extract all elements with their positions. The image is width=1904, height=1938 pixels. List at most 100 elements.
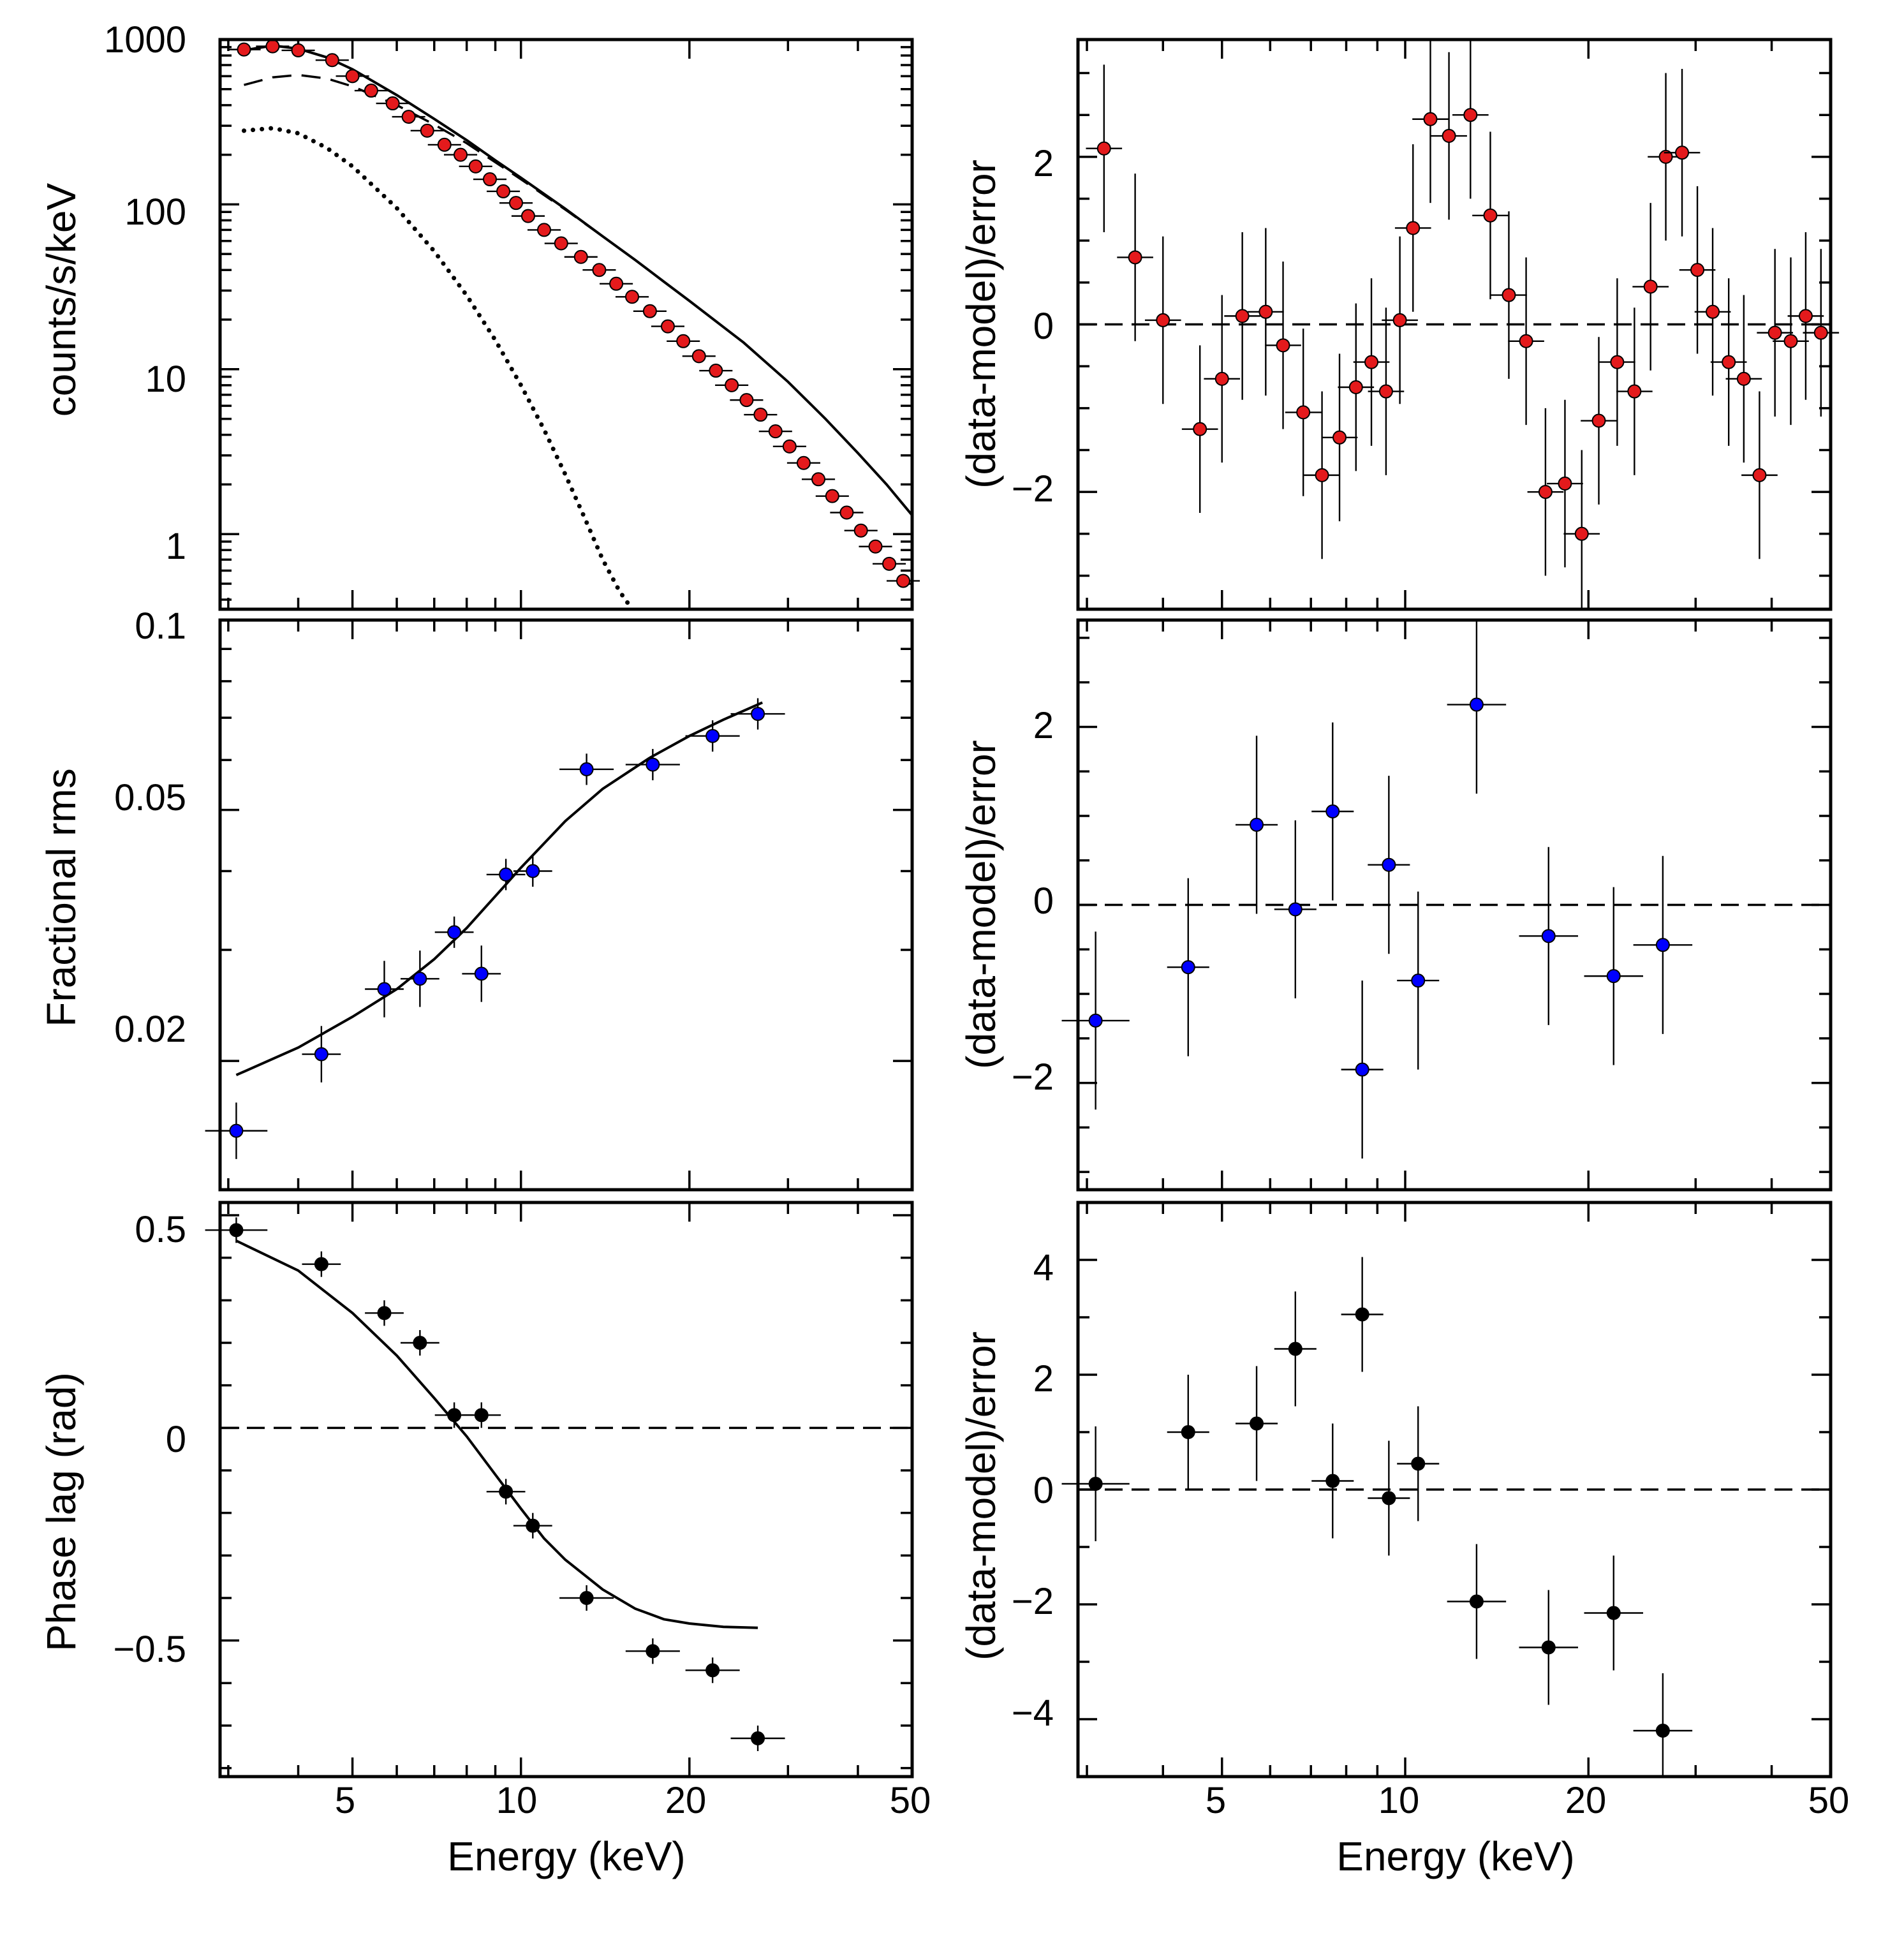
ytick-label-1: 1 (166, 526, 186, 567)
data-point (520, 209, 535, 223)
data-point (364, 84, 378, 98)
plot-frame (218, 38, 914, 611)
data-point (1288, 902, 1303, 917)
data-point (1519, 334, 1533, 348)
data-point (1606, 969, 1621, 984)
xtick-label-50: 50 (890, 1780, 931, 1821)
data-point (811, 472, 826, 487)
data-point (1469, 697, 1484, 712)
data-point (625, 290, 640, 304)
data-point (751, 1731, 765, 1745)
data-point (1627, 384, 1642, 399)
data-point (437, 137, 452, 152)
panel-res-rms: (data-model)/error 2 0 −2 (958, 705, 1054, 1098)
xtick-label-10: 10 (1378, 1780, 1420, 1821)
data-point (447, 925, 462, 940)
data-point (1442, 129, 1456, 144)
xtick-label-5: 5 (335, 1780, 355, 1821)
data-point (325, 53, 339, 68)
data-point (896, 573, 911, 588)
data-point (377, 982, 392, 996)
data-point (526, 1518, 540, 1533)
data-point (1411, 1456, 1426, 1471)
ytick-label-0: 0 (1033, 880, 1054, 922)
data-point (1325, 804, 1340, 818)
panel-res-lag: (data-model)/error 4 2 0 −2 −4 (958, 1247, 1054, 1734)
data-point (882, 556, 897, 571)
data-point (1783, 334, 1798, 348)
data-point (705, 729, 720, 743)
data-point (1214, 371, 1229, 386)
data-point (1258, 304, 1273, 319)
data-point (868, 539, 883, 554)
data-point (1752, 468, 1767, 482)
data-point (782, 439, 797, 454)
data-point (1355, 1062, 1369, 1077)
data-point (1181, 960, 1195, 975)
data-point (237, 42, 251, 57)
data-point (1706, 304, 1720, 319)
data-point (1643, 279, 1658, 294)
ytick-label-2: 2 (1033, 1358, 1054, 1400)
data-point (1364, 355, 1379, 369)
ylabel-spectrum: counts/s/keV (38, 182, 84, 417)
plot-frame (1076, 38, 1833, 611)
data-point (1355, 1307, 1369, 1322)
data-point (592, 263, 607, 277)
data-point (573, 249, 588, 264)
ytick-label-4: 4 (1033, 1247, 1054, 1289)
data-point (691, 349, 706, 364)
data-point (1296, 405, 1311, 420)
panel-res-spectrum: (data-model)/error 2 0 −2 (958, 143, 1054, 510)
data-point (265, 39, 280, 54)
data-point (646, 757, 660, 772)
data-point (1325, 1474, 1340, 1488)
data-point (229, 1123, 244, 1138)
data-point (1538, 485, 1553, 499)
data-point (579, 762, 594, 776)
xlabel-left: Energy (keV) (447, 1833, 685, 1879)
data-point (1423, 112, 1438, 126)
data-point (1235, 309, 1250, 323)
data-point (1798, 309, 1813, 323)
data-point (1088, 1013, 1103, 1028)
data-point (1767, 325, 1782, 340)
ytick-label-0: 0 (1033, 1470, 1054, 1511)
data-point (1332, 430, 1347, 445)
data-point (1483, 208, 1498, 223)
data-point (401, 110, 416, 124)
data-point (1469, 1594, 1484, 1609)
data-point (825, 489, 839, 503)
data-point (751, 707, 765, 721)
xtick-label-20: 20 (665, 1780, 707, 1821)
panel-lag: Phase lag (rad) 0.5 0 −0.5 (38, 1209, 186, 1670)
data-point (1250, 817, 1264, 832)
data-point (1315, 468, 1329, 482)
data-point (609, 276, 624, 291)
data-point (1382, 857, 1396, 872)
data-point (839, 505, 854, 520)
data-point (1655, 938, 1670, 952)
xtick-label-5: 5 (1206, 1780, 1226, 1821)
data-point (413, 1336, 427, 1350)
data-point (1558, 477, 1572, 491)
data-point (1250, 1416, 1264, 1431)
data-point (642, 304, 657, 318)
ylabel-res-spectrum: (data-model)/error (958, 159, 1004, 489)
data-point (1463, 108, 1478, 122)
data-point (474, 966, 489, 981)
ytick-label-10: 10 (145, 359, 186, 400)
data-point (413, 972, 427, 986)
data-point (739, 393, 754, 408)
data-point (1406, 221, 1421, 235)
data-point (579, 1591, 594, 1605)
ytick-label-minus-4: −4 (1012, 1692, 1054, 1734)
data-point (377, 1306, 392, 1320)
data-point (1128, 250, 1142, 265)
data-point (1736, 371, 1751, 386)
model-curve (235, 701, 764, 1077)
data-point (291, 43, 306, 57)
data-point (1276, 338, 1290, 353)
ytick-label-0.5: 0.5 (135, 1209, 186, 1250)
data-point (1288, 1342, 1303, 1356)
